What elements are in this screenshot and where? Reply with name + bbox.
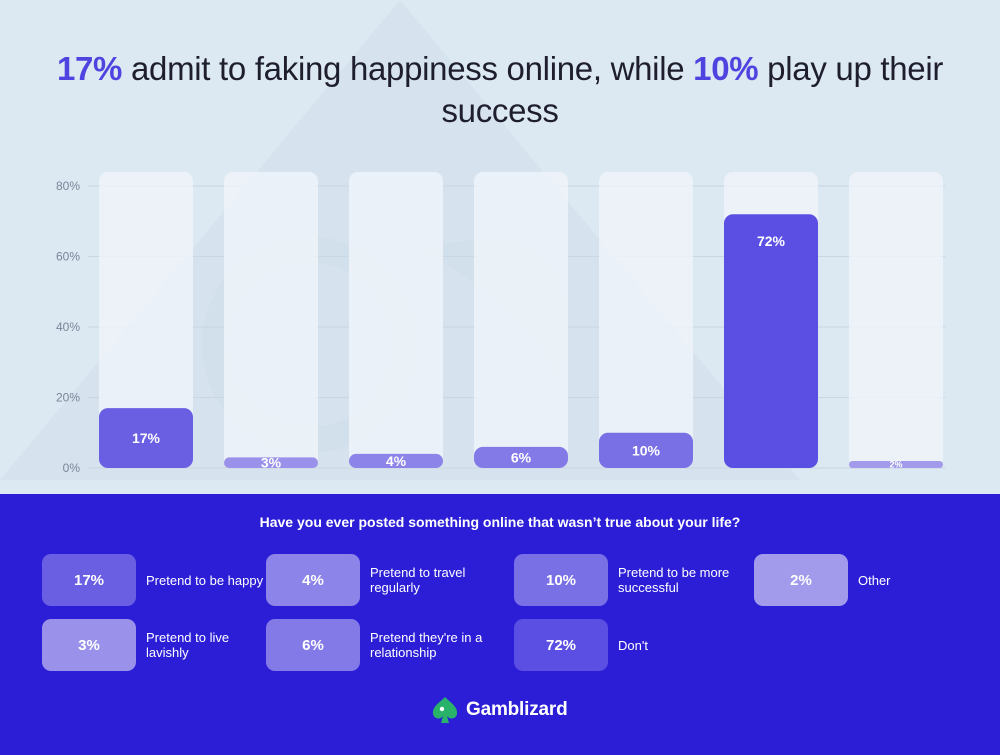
y-tick-label: 0% (63, 461, 81, 475)
data-label: 3% (261, 455, 282, 471)
legend-item: 4% Pretend to travel regularly (266, 554, 490, 606)
legend-value-pill: 6% (266, 619, 360, 671)
bar-track (349, 172, 443, 468)
bar-track (224, 172, 318, 468)
bar-chart: 0% 20% 40% 60% 80% 17% 3% 4% 6% 10% 72% 2% (56, 172, 945, 475)
title-highlight-2: 10% (693, 50, 759, 87)
legend-item: 10% Pretend to be more successful (514, 554, 738, 606)
legend-item: 72% Don't (514, 619, 738, 671)
data-label: 2% (889, 459, 902, 469)
title-highlight-1: 17% (56, 50, 123, 87)
legend-item: 2% Other (754, 554, 978, 606)
chart-panel: 17% admit to faking happiness online, wh… (40, 48, 960, 475)
bar-track (99, 172, 193, 468)
legend-item: 3% Pretend to live lavishly (42, 619, 266, 671)
y-tick-label: 40% (56, 320, 80, 334)
title-text-2: play up their success (441, 50, 944, 129)
legend-value-pill: 3% (42, 619, 136, 671)
brand-name: Gamblizard (466, 699, 568, 720)
chart-title: 17% admit to faking happiness online, wh… (40, 48, 960, 132)
legend-value-pill: 72% (514, 619, 608, 671)
survey-question: Have you ever posted something online th… (259, 514, 741, 530)
bar (724, 214, 818, 468)
legend-label: Don't (618, 637, 648, 653)
data-label: 4% (386, 453, 407, 469)
bar (224, 457, 318, 468)
bar (349, 453, 443, 468)
legend-value-pill: 2% (754, 554, 848, 606)
data-label: 72% (757, 233, 786, 249)
legend-value-pill: 10% (514, 554, 608, 606)
data-label: 10% (632, 442, 661, 458)
bar (474, 446, 568, 468)
bar (99, 408, 193, 468)
legend-item: 17% Pretend to be happy (42, 554, 266, 606)
bar (849, 460, 943, 468)
legend-label: Pretend to be more successful (618, 565, 730, 595)
y-tick-label: 60% (56, 250, 80, 264)
legend-value-pill: 17% (42, 554, 136, 606)
legend-panel: Have you ever posted something online th… (0, 494, 1000, 755)
legend-value-pill: 4% (266, 554, 360, 606)
bar-track (849, 172, 943, 468)
y-tick-label: 20% (56, 391, 80, 405)
spade-lizard-icon (432, 697, 458, 723)
legend-label: Pretend to travel regularly (370, 565, 466, 595)
legend-label: Pretend to live lavishly (146, 630, 230, 660)
legend-label: Pretend to be happy (146, 572, 264, 588)
title-text-1: admit to faking happiness online, while (122, 50, 694, 87)
legend-label: Other (858, 572, 891, 588)
legend-item: 6% Pretend they're in a relationship (266, 619, 490, 671)
bar-track (474, 172, 568, 468)
legend-label: Pretend they're in a relationship (370, 630, 483, 660)
data-label: 6% (511, 449, 532, 465)
bar (599, 432, 693, 468)
data-label: 17% (132, 430, 161, 446)
brand-logo: Gamblizard (430, 694, 568, 726)
bar-track (599, 172, 693, 468)
y-tick-label: 80% (56, 179, 80, 193)
